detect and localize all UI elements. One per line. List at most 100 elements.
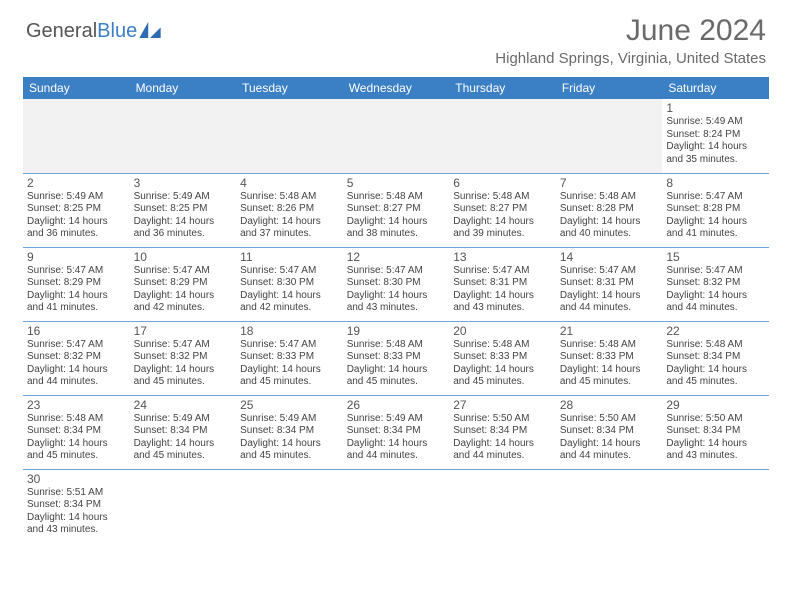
sunset-text: Sunset: 8:26 PM bbox=[240, 203, 339, 216]
sunset-text: Sunset: 8:28 PM bbox=[666, 203, 765, 216]
day-number: 20 bbox=[453, 324, 552, 338]
sunset-text: Sunset: 8:33 PM bbox=[240, 351, 339, 364]
sunset-text: Sunset: 8:30 PM bbox=[347, 277, 446, 290]
sunset-text: Sunset: 8:28 PM bbox=[560, 203, 659, 216]
sunrise-text: Sunrise: 5:48 AM bbox=[347, 191, 446, 204]
daylight-text: Daylight: 14 hours and 44 minutes. bbox=[347, 438, 446, 463]
calendar-row: 30Sunrise: 5:51 AMSunset: 8:34 PMDayligh… bbox=[23, 469, 769, 543]
location-text: Highland Springs, Virginia, United State… bbox=[495, 50, 766, 67]
day-cell: 21Sunrise: 5:48 AMSunset: 8:33 PMDayligh… bbox=[556, 321, 663, 395]
sunrise-text: Sunrise: 5:47 AM bbox=[134, 265, 233, 278]
weekday-header: Tuesday bbox=[236, 77, 343, 99]
daylight-text: Daylight: 14 hours and 42 minutes. bbox=[240, 290, 339, 315]
sunset-text: Sunset: 8:34 PM bbox=[453, 425, 552, 438]
day-number: 25 bbox=[240, 398, 339, 412]
day-cell: 13Sunrise: 5:47 AMSunset: 8:31 PMDayligh… bbox=[449, 247, 556, 321]
sunset-text: Sunset: 8:32 PM bbox=[134, 351, 233, 364]
day-number: 7 bbox=[560, 176, 659, 190]
day-number: 12 bbox=[347, 250, 446, 264]
sunset-text: Sunset: 8:34 PM bbox=[240, 425, 339, 438]
weekday-header: Wednesday bbox=[343, 77, 450, 99]
day-cell: 23Sunrise: 5:48 AMSunset: 8:34 PMDayligh… bbox=[23, 395, 130, 469]
sunset-text: Sunset: 8:24 PM bbox=[666, 129, 765, 142]
day-cell: 7Sunrise: 5:48 AMSunset: 8:28 PMDaylight… bbox=[556, 173, 663, 247]
sunset-text: Sunset: 8:32 PM bbox=[666, 277, 765, 290]
calendar-row: 1Sunrise: 5:49 AMSunset: 8:24 PMDaylight… bbox=[23, 99, 769, 173]
daylight-text: Daylight: 14 hours and 45 minutes. bbox=[134, 438, 233, 463]
blank-cell bbox=[23, 99, 130, 173]
day-cell: 1Sunrise: 5:49 AMSunset: 8:24 PMDaylight… bbox=[662, 99, 769, 173]
daylight-text: Daylight: 14 hours and 43 minutes. bbox=[666, 438, 765, 463]
sunrise-text: Sunrise: 5:47 AM bbox=[27, 265, 126, 278]
day-cell: 20Sunrise: 5:48 AMSunset: 8:33 PMDayligh… bbox=[449, 321, 556, 395]
daylight-text: Daylight: 14 hours and 38 minutes. bbox=[347, 216, 446, 241]
weekday-header: Sunday bbox=[23, 77, 130, 99]
daylight-text: Daylight: 14 hours and 44 minutes. bbox=[453, 438, 552, 463]
sunset-text: Sunset: 8:31 PM bbox=[453, 277, 552, 290]
daylight-text: Daylight: 14 hours and 45 minutes. bbox=[347, 364, 446, 389]
sunset-text: Sunset: 8:29 PM bbox=[134, 277, 233, 290]
day-number: 19 bbox=[347, 324, 446, 338]
daylight-text: Daylight: 14 hours and 43 minutes. bbox=[347, 290, 446, 315]
sunrise-text: Sunrise: 5:50 AM bbox=[666, 413, 765, 426]
empty-cell bbox=[343, 469, 450, 543]
daylight-text: Daylight: 14 hours and 43 minutes. bbox=[27, 512, 126, 537]
weekday-header: Thursday bbox=[449, 77, 556, 99]
sunrise-text: Sunrise: 5:49 AM bbox=[240, 413, 339, 426]
sunrise-text: Sunrise: 5:49 AM bbox=[134, 191, 233, 204]
day-number: 16 bbox=[27, 324, 126, 338]
day-cell: 3Sunrise: 5:49 AMSunset: 8:25 PMDaylight… bbox=[130, 173, 237, 247]
sunset-text: Sunset: 8:34 PM bbox=[347, 425, 446, 438]
day-cell: 12Sunrise: 5:47 AMSunset: 8:30 PMDayligh… bbox=[343, 247, 450, 321]
month-title: June 2024 bbox=[495, 14, 766, 48]
day-cell: 9Sunrise: 5:47 AMSunset: 8:29 PMDaylight… bbox=[23, 247, 130, 321]
sunset-text: Sunset: 8:27 PM bbox=[453, 203, 552, 216]
day-number: 14 bbox=[560, 250, 659, 264]
sunset-text: Sunset: 8:34 PM bbox=[666, 425, 765, 438]
day-cell: 27Sunrise: 5:50 AMSunset: 8:34 PMDayligh… bbox=[449, 395, 556, 469]
calendar-row: 23Sunrise: 5:48 AMSunset: 8:34 PMDayligh… bbox=[23, 395, 769, 469]
title-block: June 2024 Highland Springs, Virginia, Un… bbox=[495, 14, 766, 67]
sunrise-text: Sunrise: 5:48 AM bbox=[560, 339, 659, 352]
sunset-text: Sunset: 8:34 PM bbox=[560, 425, 659, 438]
daylight-text: Daylight: 14 hours and 45 minutes. bbox=[453, 364, 552, 389]
sunrise-text: Sunrise: 5:48 AM bbox=[666, 339, 765, 352]
day-number: 10 bbox=[134, 250, 233, 264]
sunrise-text: Sunrise: 5:48 AM bbox=[560, 191, 659, 204]
day-number: 18 bbox=[240, 324, 339, 338]
day-cell: 29Sunrise: 5:50 AMSunset: 8:34 PMDayligh… bbox=[662, 395, 769, 469]
day-number: 23 bbox=[27, 398, 126, 412]
day-number: 15 bbox=[666, 250, 765, 264]
day-number: 28 bbox=[560, 398, 659, 412]
empty-cell bbox=[662, 469, 769, 543]
daylight-text: Daylight: 14 hours and 42 minutes. bbox=[134, 290, 233, 315]
sunset-text: Sunset: 8:33 PM bbox=[347, 351, 446, 364]
empty-cell bbox=[236, 469, 343, 543]
sunset-text: Sunset: 8:29 PM bbox=[27, 277, 126, 290]
header: GeneralBlue June 2024 Highland Springs, … bbox=[0, 0, 792, 71]
daylight-text: Daylight: 14 hours and 44 minutes. bbox=[560, 290, 659, 315]
sail-icon bbox=[139, 22, 161, 38]
logo-text-general: General bbox=[26, 20, 97, 43]
calendar-table: Sunday Monday Tuesday Wednesday Thursday… bbox=[23, 77, 769, 543]
day-cell: 8Sunrise: 5:47 AMSunset: 8:28 PMDaylight… bbox=[662, 173, 769, 247]
sunrise-text: Sunrise: 5:51 AM bbox=[27, 487, 126, 500]
daylight-text: Daylight: 14 hours and 45 minutes. bbox=[134, 364, 233, 389]
day-number: 29 bbox=[666, 398, 765, 412]
sunrise-text: Sunrise: 5:49 AM bbox=[666, 116, 765, 129]
sunset-text: Sunset: 8:25 PM bbox=[134, 203, 233, 216]
sunrise-text: Sunrise: 5:48 AM bbox=[347, 339, 446, 352]
day-cell: 19Sunrise: 5:48 AMSunset: 8:33 PMDayligh… bbox=[343, 321, 450, 395]
day-number: 4 bbox=[240, 176, 339, 190]
empty-cell bbox=[556, 469, 663, 543]
sunset-text: Sunset: 8:30 PM bbox=[240, 277, 339, 290]
day-number: 27 bbox=[453, 398, 552, 412]
weekday-header-row: Sunday Monday Tuesday Wednesday Thursday… bbox=[23, 77, 769, 99]
sunset-text: Sunset: 8:32 PM bbox=[27, 351, 126, 364]
blank-cell bbox=[130, 99, 237, 173]
daylight-text: Daylight: 14 hours and 40 minutes. bbox=[560, 216, 659, 241]
sunset-text: Sunset: 8:27 PM bbox=[347, 203, 446, 216]
day-number: 3 bbox=[134, 176, 233, 190]
day-number: 30 bbox=[27, 472, 126, 486]
sunset-text: Sunset: 8:34 PM bbox=[27, 425, 126, 438]
